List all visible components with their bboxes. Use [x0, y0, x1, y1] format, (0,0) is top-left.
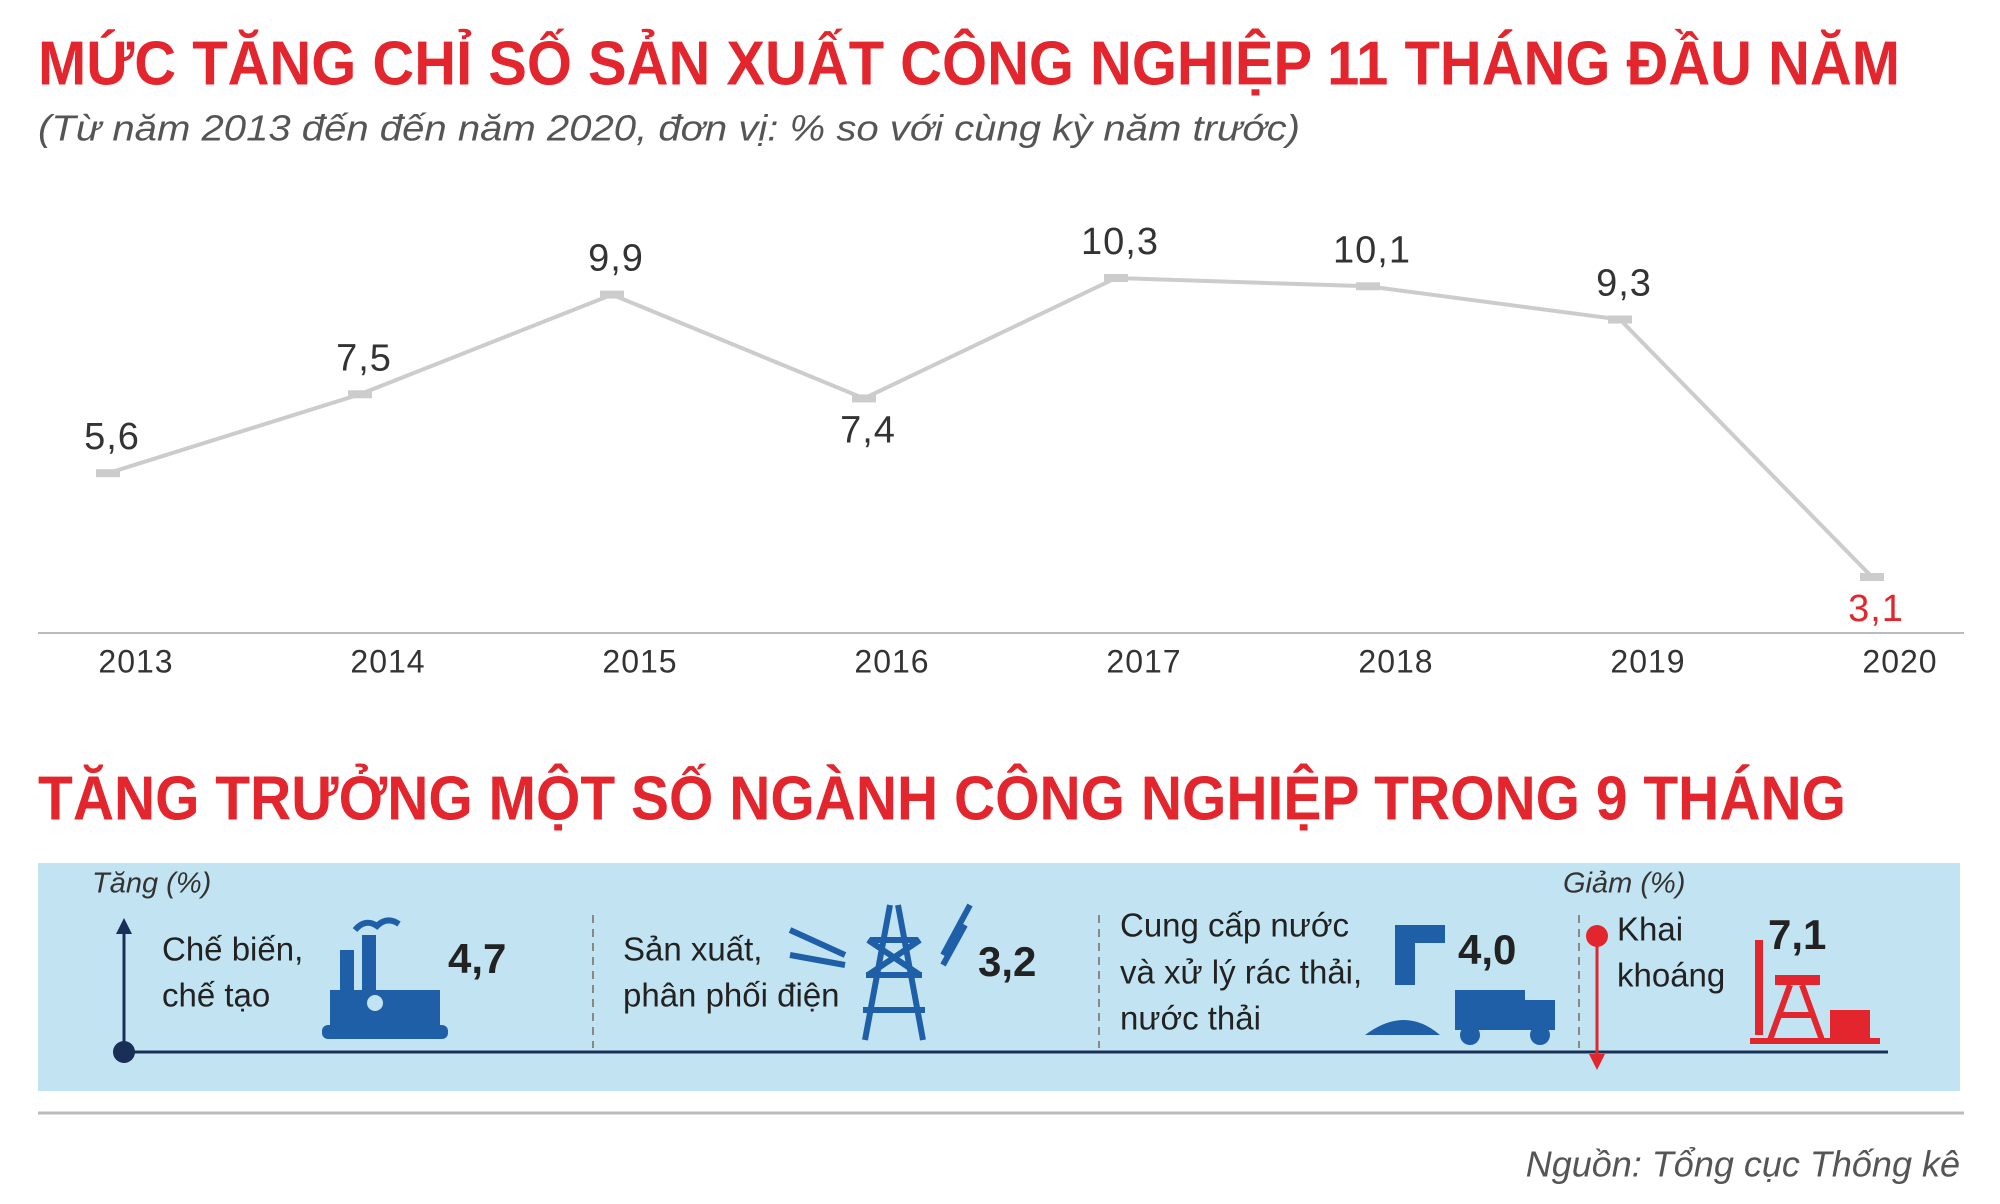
industry-name: nước thải: [1120, 1000, 1261, 1037]
factory-icon: [322, 917, 448, 1039]
line-chart: 5,6 2013 7,5 2014 9,9 2015 7,4 2016 10,3 2017 10,1…: [84, 221, 1937, 679]
value-label: 9,9: [588, 238, 644, 280]
x-tick-label: 2017: [1106, 643, 1181, 679]
value-label: 10,1: [1333, 229, 1411, 271]
value-label: 9,3: [1596, 263, 1652, 305]
point: [1104, 274, 1128, 282]
point: [1860, 573, 1884, 581]
x-tick-label: 2013: [98, 643, 173, 679]
x-tick-label: 2016: [854, 643, 929, 679]
industry-name: phân phối điện: [623, 977, 840, 1014]
chart-subtitle: (Từ năm 2013 đến đến năm 2020, đơn vị: %…: [38, 108, 1300, 149]
point: [96, 469, 120, 478]
x-tick-label: 2019: [1610, 643, 1685, 679]
industry-name: Sản xuất,: [623, 931, 762, 968]
point: [1608, 315, 1632, 324]
source: Nguồn: Tổng cục Thống kê: [1526, 1144, 1960, 1185]
industry-name: khoáng: [1617, 957, 1725, 994]
industry-value: 4,0: [1458, 926, 1516, 973]
pump-icon: [1750, 940, 1880, 1044]
up-arrow: [113, 918, 135, 1063]
point: [348, 390, 372, 399]
industry-name: chế tạo: [162, 977, 270, 1014]
x-tick-label: 2020: [1862, 643, 1937, 679]
x-tick-label: 2018: [1358, 643, 1433, 679]
water-icon: [1365, 925, 1555, 1045]
industry-name: Chế biến,: [162, 931, 303, 968]
industry-value: 3,2: [978, 938, 1036, 985]
industry-value: 7,1: [1768, 911, 1826, 958]
tower-icon: [788, 903, 973, 1041]
value-label: 7,4: [840, 409, 896, 451]
increase-label: Tăng (%): [92, 868, 211, 900]
industry-name: Khai: [1617, 911, 1683, 948]
value-label: 7,5: [336, 337, 392, 379]
value-label: 3,1: [1848, 588, 1904, 630]
value-label: 5,6: [84, 416, 140, 458]
down-arrow: [1586, 925, 1608, 1070]
chart-title: MỨC TĂNG CHỈ SỐ SẢN XUẤT CÔNG NGHIỆP 11 …: [38, 29, 1900, 98]
decrease-label: Giảm (%): [1563, 868, 1685, 900]
industry-items: Chế biến, chế tạo 4,7 Sản xuất, phân phối đi…: [162, 907, 1826, 1037]
industry-value: 4,7: [448, 935, 506, 982]
line: [107, 275, 1874, 579]
industry-name: và xử lý rác thải,: [1120, 954, 1362, 991]
x-tick-label: 2015: [602, 643, 677, 679]
point: [1356, 282, 1380, 291]
x-tick-label: 2014: [350, 643, 425, 679]
point: [852, 394, 876, 403]
section-title: TĂNG TRƯỞNG MỘT SỐ NGÀNH CÔNG NGHIỆP TRO…: [38, 764, 1846, 833]
point: [600, 290, 624, 299]
industry-name: Cung cấp nước: [1120, 907, 1349, 944]
value-label: 10,3: [1081, 221, 1159, 263]
